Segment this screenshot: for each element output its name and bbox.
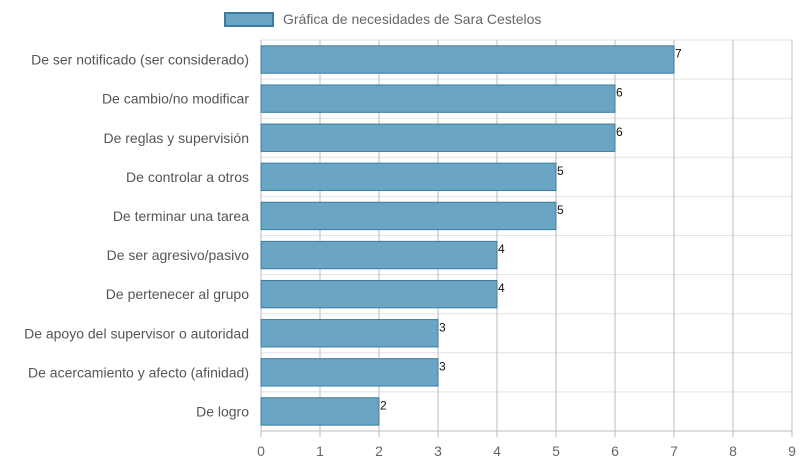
bar [260,201,557,231]
bar [260,162,557,192]
category-label: De apoyo del supervisor o autoridad [24,325,249,341]
x-tick-label: 7 [670,443,678,459]
x-tick-label: 8 [729,443,737,459]
bar [260,45,675,74]
data-label: 7 [675,47,682,61]
chart-legend[interactable]: Gráfica de necesidades de Sara Cestelos [224,9,541,29]
x-tick-label: 1 [316,443,324,459]
category-label: De terminar una tarea [113,208,249,224]
data-label: 3 [439,359,446,373]
category-label: De pertenecer al grupo [106,286,249,302]
x-tick-label: 6 [611,443,619,459]
bar [260,240,498,270]
bar [260,397,380,426]
data-label: 4 [498,242,505,256]
data-label: 6 [616,86,623,100]
bar [260,319,439,348]
x-tick-label: 5 [552,443,560,459]
data-label: 5 [557,203,564,217]
x-tick-label: 2 [375,443,383,459]
category-label: De ser agresivo/pasivo [107,247,250,263]
data-label: 6 [616,125,623,139]
category-label: De controlar a otros [126,169,249,185]
bar [260,123,616,152]
x-tick-label: 0 [257,443,265,459]
legend-swatch [224,11,274,27]
category-label: De ser notificado (ser considerado) [31,52,249,68]
x-tick-label: 3 [434,443,442,459]
category-label: De cambio/no modificar [102,91,249,107]
x-tick-label: 9 [788,443,796,459]
x-tick-label: 4 [493,443,501,459]
data-label: 4 [498,281,505,295]
data-label: 5 [557,164,564,178]
category-label: De reglas y supervisión [103,130,249,146]
category-label: De acercamiento y afecto (afinidad) [28,364,249,380]
data-label: 3 [439,320,446,334]
category-label: De logro [196,403,249,419]
bar [260,358,439,387]
legend-label: Gráfica de necesidades de Sara Cestelos [283,11,542,27]
bar [260,84,616,113]
data-label: 2 [380,398,387,412]
bar [260,279,498,309]
